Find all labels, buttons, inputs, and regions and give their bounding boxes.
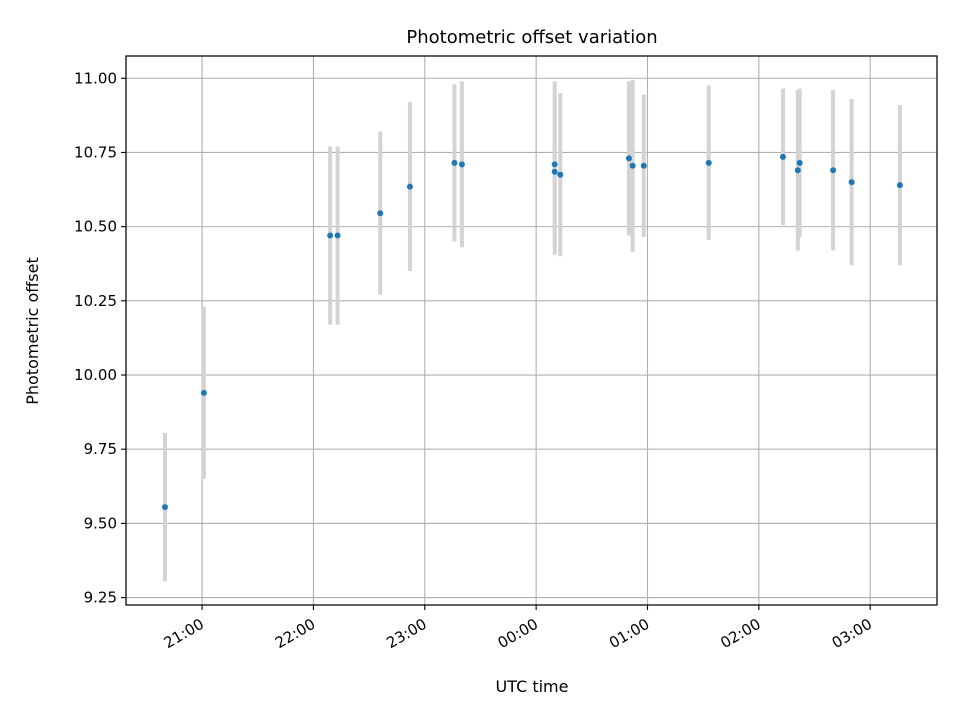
data-point bbox=[848, 179, 855, 186]
y-tick-label: 10.00 bbox=[74, 366, 117, 384]
data-point bbox=[625, 155, 632, 162]
data-point bbox=[334, 232, 341, 239]
data-point bbox=[200, 389, 207, 396]
y-tick-label: 9.50 bbox=[84, 514, 117, 532]
y-tick-label: 9.25 bbox=[84, 589, 117, 607]
x-tick-label: 03:00 bbox=[829, 615, 875, 652]
data-point bbox=[406, 183, 413, 190]
x-axis-label: UTC time bbox=[496, 677, 569, 696]
error-bars bbox=[162, 79, 902, 582]
data-point bbox=[629, 162, 636, 169]
y-tick-label: 10.25 bbox=[74, 292, 117, 310]
x-tick-label: 02:00 bbox=[717, 615, 763, 652]
data-point bbox=[551, 161, 558, 168]
data-point bbox=[830, 167, 837, 174]
x-tick-label: 22:00 bbox=[272, 615, 318, 652]
chart-title: Photometric offset variation bbox=[406, 27, 657, 48]
data-point bbox=[327, 232, 334, 239]
grid bbox=[126, 56, 937, 605]
data-point bbox=[796, 159, 803, 166]
x-tick-label: 23:00 bbox=[383, 615, 429, 652]
data-point bbox=[896, 182, 903, 189]
x-tick-label: 01:00 bbox=[606, 615, 652, 652]
y-tick-label: 9.75 bbox=[84, 440, 117, 458]
data-point bbox=[161, 504, 168, 511]
data-point bbox=[779, 153, 786, 160]
data-point bbox=[705, 159, 712, 166]
y-axis-ticks: 9.25 9.50 9.75 10.00 10.25 10.50 10.75 11.00 bbox=[74, 69, 126, 607]
data-point bbox=[557, 171, 564, 178]
plot-frame bbox=[125, 55, 938, 606]
y-tick-label: 10.50 bbox=[74, 218, 117, 236]
x-tick-label: 21:00 bbox=[161, 615, 207, 652]
data-point bbox=[640, 162, 647, 169]
x-tick-label: 00:00 bbox=[495, 615, 541, 652]
data-point bbox=[377, 210, 384, 217]
y-tick-label: 10.75 bbox=[74, 143, 117, 161]
y-tick-label: 11.00 bbox=[74, 69, 117, 87]
data-point bbox=[794, 167, 801, 174]
data-point bbox=[551, 168, 558, 175]
data-point bbox=[458, 161, 465, 168]
x-axis-ticks: 21:00 22:00 23:00 00:00 01:00 02:00 03:00 bbox=[161, 605, 875, 652]
y-axis-label: Photometric offset bbox=[23, 257, 42, 405]
data-point bbox=[451, 159, 458, 166]
data-points bbox=[161, 153, 903, 511]
